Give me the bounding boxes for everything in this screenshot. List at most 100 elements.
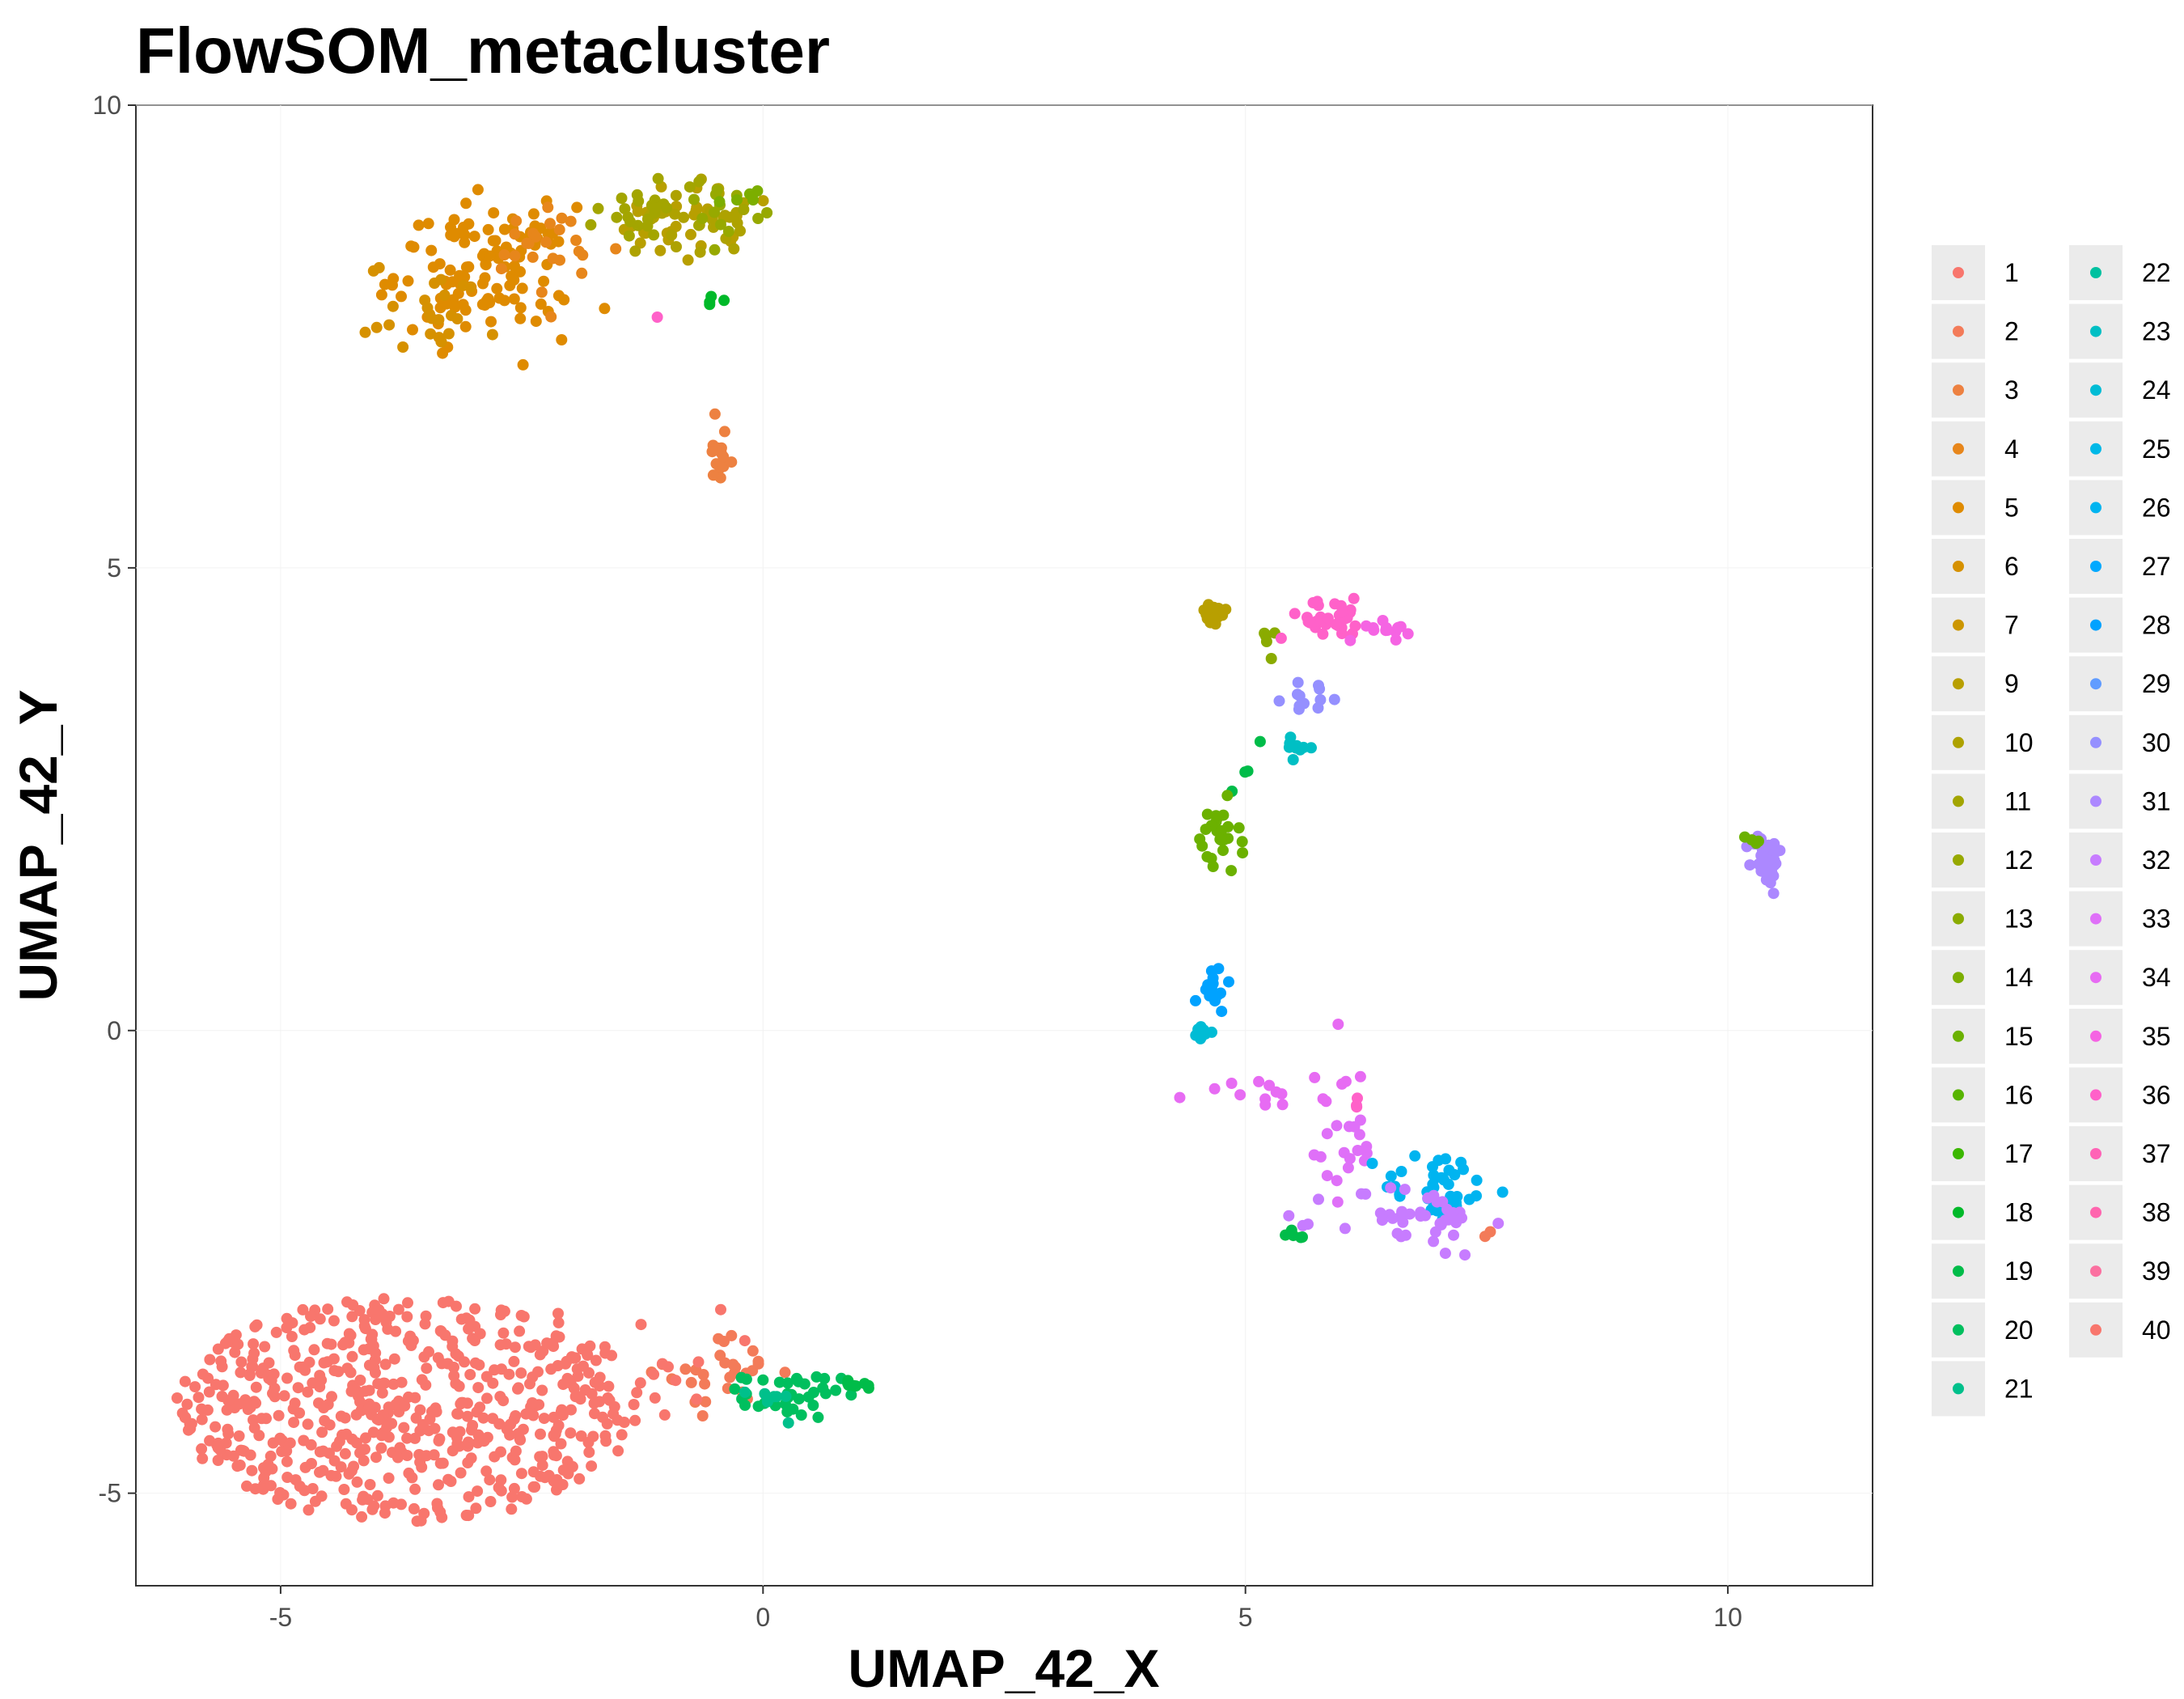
data-point-cluster-11 — [684, 181, 696, 193]
data-point-cluster-1 — [288, 1345, 300, 1357]
y-axis-title: UMAP_42_Y — [8, 689, 68, 1001]
data-point-cluster-1 — [439, 1329, 451, 1341]
data-point-cluster-1 — [416, 1461, 428, 1473]
data-point-cluster-36 — [1348, 592, 1360, 604]
data-point-cluster-12 — [688, 193, 700, 205]
data-point-cluster-40 — [648, 1368, 660, 1380]
data-point-cluster-1 — [616, 1429, 628, 1441]
data-point-cluster-10 — [670, 189, 682, 201]
data-point-cluster-1 — [514, 1433, 526, 1445]
data-point-cluster-18 — [718, 294, 730, 307]
data-point-cluster-1 — [390, 1325, 402, 1337]
data-point-cluster-1 — [463, 1323, 475, 1335]
data-point-cluster-1 — [328, 1315, 340, 1327]
data-point-cluster-1 — [409, 1483, 421, 1495]
data-point-cluster-33 — [1344, 1153, 1356, 1165]
data-point-cluster-32 — [1297, 1219, 1309, 1231]
data-point-cluster-1 — [525, 1341, 537, 1354]
data-point-cluster-1 — [318, 1357, 330, 1369]
data-point-cluster-30 — [1328, 693, 1340, 705]
data-point-cluster-5 — [448, 214, 460, 226]
data-point-cluster-6 — [383, 319, 396, 331]
data-point-cluster-40 — [527, 1397, 539, 1409]
data-point-cluster-4 — [553, 223, 565, 235]
data-point-cluster-1 — [196, 1413, 208, 1426]
data-point-cluster-1 — [204, 1354, 216, 1366]
data-point-cluster-1 — [532, 1366, 544, 1378]
data-point-cluster-1 — [597, 1411, 608, 1423]
data-point-cluster-34 — [1354, 1070, 1366, 1083]
legend-key-36 — [2090, 1089, 2101, 1101]
data-point-cluster-15 — [1214, 833, 1226, 845]
data-point-cluster-1 — [364, 1479, 376, 1490]
data-point-cluster-20 — [793, 1393, 805, 1405]
data-point-cluster-15 — [1201, 808, 1213, 820]
data-point-cluster-40 — [656, 1358, 668, 1370]
data-point-cluster-1 — [189, 1381, 201, 1393]
data-point-cluster-21 — [739, 1386, 751, 1398]
data-point-cluster-12 — [696, 213, 709, 224]
data-point-cluster-1 — [375, 1430, 387, 1442]
data-point-cluster-1 — [281, 1472, 294, 1483]
data-point-cluster-36 — [1330, 618, 1342, 630]
data-point-cluster-1 — [477, 1412, 489, 1424]
legend-key-21 — [1953, 1383, 1964, 1395]
legend-key-24 — [2090, 384, 2101, 396]
data-point-cluster-28 — [1215, 987, 1226, 999]
data-point-cluster-10 — [731, 217, 743, 229]
data-point-cluster-32 — [1456, 1212, 1467, 1224]
data-point-cluster-32 — [1435, 1218, 1447, 1231]
data-point-cluster-5 — [509, 261, 520, 272]
data-point-cluster-34 — [1276, 1099, 1289, 1111]
data-point-cluster-34 — [1259, 1099, 1272, 1111]
data-point-cluster-10 — [719, 210, 731, 222]
data-point-cluster-5 — [479, 272, 491, 284]
data-point-cluster-1 — [262, 1459, 274, 1471]
legend-key-15 — [1953, 1030, 1964, 1042]
data-point-cluster-5 — [463, 218, 475, 230]
data-point-cluster-12 — [761, 207, 773, 218]
data-point-cluster-33 — [1308, 1149, 1320, 1161]
data-point-cluster-5 — [599, 303, 611, 315]
data-point-cluster-9 — [632, 205, 644, 218]
data-point-cluster-5 — [437, 347, 449, 359]
data-point-cluster-1 — [582, 1436, 595, 1448]
data-point-cluster-36 — [1322, 612, 1334, 625]
data-point-cluster-4 — [570, 235, 582, 246]
data-point-cluster-1 — [346, 1311, 358, 1323]
data-point-cluster-6 — [367, 265, 379, 277]
data-point-cluster-1 — [381, 1421, 393, 1433]
data-point-cluster-40 — [584, 1340, 596, 1352]
data-point-cluster-33 — [1331, 1120, 1343, 1132]
data-point-cluster-5 — [460, 261, 472, 273]
data-point-cluster-2 — [747, 1345, 759, 1357]
data-point-cluster-1 — [485, 1496, 497, 1507]
data-point-cluster-5 — [396, 290, 407, 303]
data-point-cluster-1 — [270, 1326, 282, 1338]
legend-label-27: 27 — [2142, 552, 2171, 581]
legend: 1234567910111213141516171819202122232425… — [1932, 245, 2171, 1417]
data-point-cluster-1 — [341, 1428, 353, 1440]
data-point-cluster-40 — [658, 1409, 671, 1421]
data-point-cluster-1 — [551, 1474, 563, 1485]
data-point-cluster-15 — [1233, 822, 1245, 834]
data-point-cluster-19 — [1297, 1231, 1308, 1243]
legend-label-19: 19 — [2004, 1256, 2034, 1286]
data-point-cluster-30 — [1273, 695, 1285, 707]
data-point-cluster-1 — [463, 1314, 476, 1326]
data-point-cluster-34 — [1309, 1071, 1321, 1083]
data-point-cluster-2 — [679, 1363, 692, 1375]
data-point-cluster-1 — [451, 1408, 463, 1420]
data-point-cluster-1 — [510, 1445, 522, 1457]
data-point-cluster-1 — [302, 1386, 314, 1398]
data-point-cluster-1 — [212, 1343, 224, 1355]
data-point-cluster-2 — [699, 1378, 711, 1390]
data-point-cluster-5 — [459, 320, 472, 333]
data-point-cluster-4 — [527, 251, 539, 263]
data-point-cluster-5 — [485, 316, 497, 328]
data-point-cluster-40 — [545, 1363, 557, 1375]
data-point-cluster-32 — [1376, 1214, 1388, 1227]
data-point-cluster-40 — [715, 1303, 726, 1316]
data-point-cluster-1 — [314, 1370, 326, 1382]
data-point-cluster-1 — [506, 1491, 518, 1503]
